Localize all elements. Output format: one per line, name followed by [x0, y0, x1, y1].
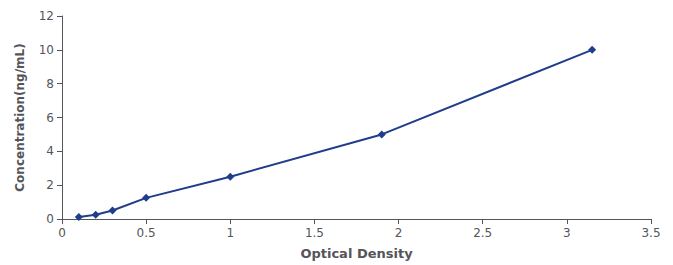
- svg-text:2.5: 2.5: [473, 226, 492, 240]
- svg-text:Concentration(ng/mL): Concentration(ng/mL): [13, 43, 27, 191]
- svg-text:0: 0: [46, 212, 54, 226]
- svg-text:6: 6: [46, 111, 54, 125]
- svg-text:4: 4: [46, 144, 54, 158]
- svg-text:12: 12: [39, 9, 54, 23]
- svg-text:1: 1: [226, 226, 234, 240]
- svg-text:10: 10: [39, 43, 54, 57]
- svg-text:3: 3: [563, 226, 571, 240]
- svg-text:1.5: 1.5: [305, 226, 324, 240]
- svg-text:2: 2: [395, 226, 403, 240]
- svg-text:3.5: 3.5: [641, 226, 660, 240]
- svg-text:0: 0: [58, 226, 66, 240]
- svg-text:0.5: 0.5: [137, 226, 156, 240]
- svg-text:2: 2: [46, 178, 54, 192]
- svg-text:8: 8: [46, 77, 54, 91]
- svg-text:Optical Density: Optical Density: [300, 246, 413, 261]
